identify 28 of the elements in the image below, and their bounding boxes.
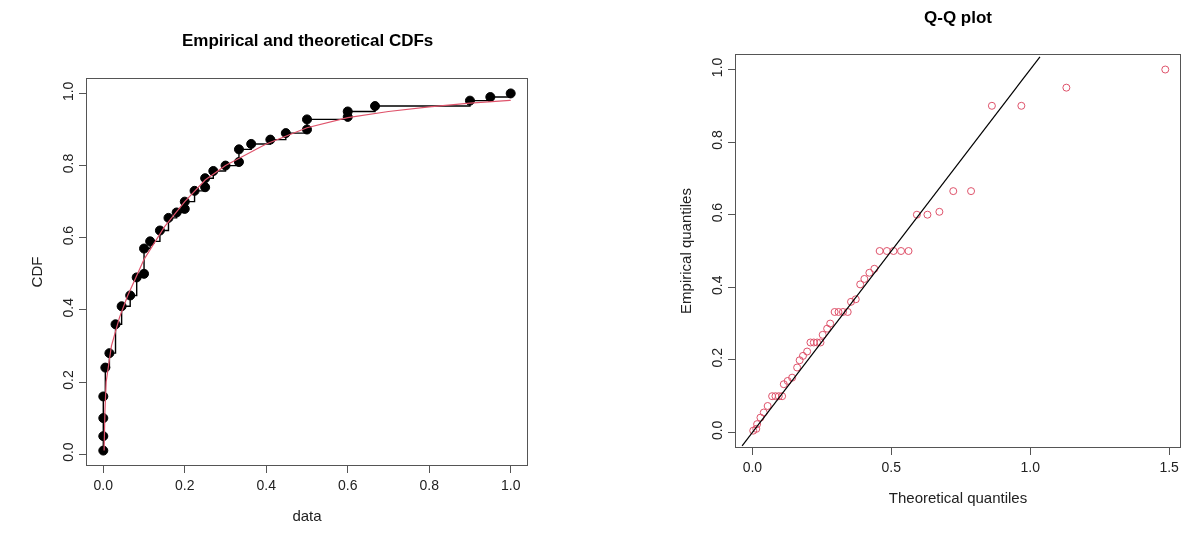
y-tick-label: 0.6 xyxy=(709,202,726,223)
y-tick-label: 0.8 xyxy=(709,130,726,150)
x-tick-label: 0.6 xyxy=(338,476,358,493)
x-tick-label: 0.0 xyxy=(93,476,114,493)
x-tick-label: 0.8 xyxy=(419,476,440,493)
x-tick-label: 0.0 xyxy=(742,458,763,475)
y-tick-label: 0.4 xyxy=(60,297,77,318)
y-tick-label: 0.6 xyxy=(60,225,77,246)
x-tick-label: 1.5 xyxy=(1159,458,1180,475)
y-tick-label: 1.0 xyxy=(60,81,77,102)
x-axis-title: data xyxy=(292,506,323,524)
x-tick-label: 0.2 xyxy=(175,476,195,493)
x-tick-label: 0.5 xyxy=(881,458,902,475)
y-tick-label: 1.0 xyxy=(709,57,726,78)
x-tick-label: 0.4 xyxy=(256,476,277,493)
y-tick-label: 0.0 xyxy=(60,442,77,462)
x-axis-title: Theoretical quantiles xyxy=(888,488,1028,506)
y-axis-title: Empirical quantiles xyxy=(676,188,694,314)
y-tick-label: 0.8 xyxy=(60,153,77,174)
y-axis-title: CDF xyxy=(27,256,45,288)
y-tick-label: 0.2 xyxy=(709,347,726,368)
y-tick-label: 0.2 xyxy=(60,369,77,390)
chart-title: Empirical and theoretical CDFs xyxy=(182,31,434,50)
x-tick-label: 1.0 xyxy=(500,476,521,493)
x-tick-label: 1.0 xyxy=(1020,458,1041,475)
y-tick-label: 0.4 xyxy=(709,275,726,295)
chart-title: Q-Q plot xyxy=(924,8,993,27)
y-tick-label: 0.0 xyxy=(709,420,726,441)
